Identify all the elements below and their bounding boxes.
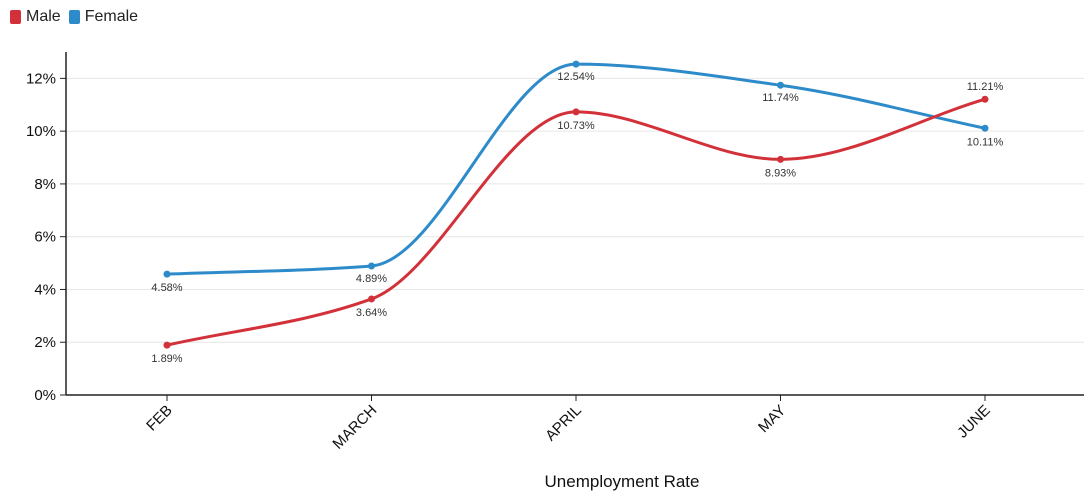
y-tick-label: 4% (34, 281, 56, 298)
data-point-male[interactable] (982, 96, 989, 103)
series-line-female (167, 64, 985, 274)
data-point-female[interactable] (777, 82, 784, 89)
y-tick-label: 6% (34, 229, 56, 246)
data-point-male[interactable] (368, 295, 375, 302)
y-tick-label: 8% (34, 176, 56, 193)
x-tick-label: APRIL (542, 402, 585, 445)
x-axis-title: Unemployment Rate (545, 472, 700, 491)
x-axis-ticks: FEB MARCH APRIL MAY JUNE (143, 395, 994, 453)
x-tick-label: MAY (755, 402, 789, 436)
series-lines (167, 64, 985, 345)
x-tick-label: MARCH (329, 402, 380, 453)
data-point-female[interactable] (982, 125, 989, 132)
x-tick-label: FEB (143, 402, 176, 435)
data-point-female[interactable] (164, 271, 171, 278)
y-tick-label: 0% (34, 387, 56, 404)
axes (66, 52, 1084, 395)
y-tick-label: 12% (26, 70, 56, 87)
x-tick-label: JUNE (954, 402, 994, 442)
data-point-male[interactable] (573, 108, 580, 115)
data-label-female: 4.89% (356, 273, 387, 285)
y-tick-label: 10% (26, 123, 56, 140)
data-label-female: 12.54% (557, 71, 595, 83)
data-label-male: 3.64% (356, 307, 387, 319)
data-label-male: 1.89% (151, 353, 182, 365)
data-label-male: 11.21% (967, 81, 1004, 93)
data-point-female[interactable] (573, 61, 580, 68)
y-axis-ticks: 0% 2% 4% 6% 8% 10% 12% (26, 70, 66, 404)
data-label-female: 4.58% (151, 282, 182, 294)
data-label-female: 11.74% (762, 92, 799, 104)
data-labels: 4.58% 4.89% 12.54% 11.74% 10.11% 1.89% 3.64% 10… (151, 71, 1003, 365)
data-point-female[interactable] (368, 262, 375, 269)
data-label-male: 10.73% (557, 120, 595, 132)
data-points (164, 61, 989, 349)
y-tick-label: 2% (34, 334, 56, 351)
data-label-female: 10.11% (967, 136, 1004, 148)
data-point-male[interactable] (164, 342, 171, 349)
data-label-male: 8.93% (765, 167, 796, 179)
data-point-male[interactable] (777, 156, 784, 163)
series-line-male (167, 99, 985, 345)
